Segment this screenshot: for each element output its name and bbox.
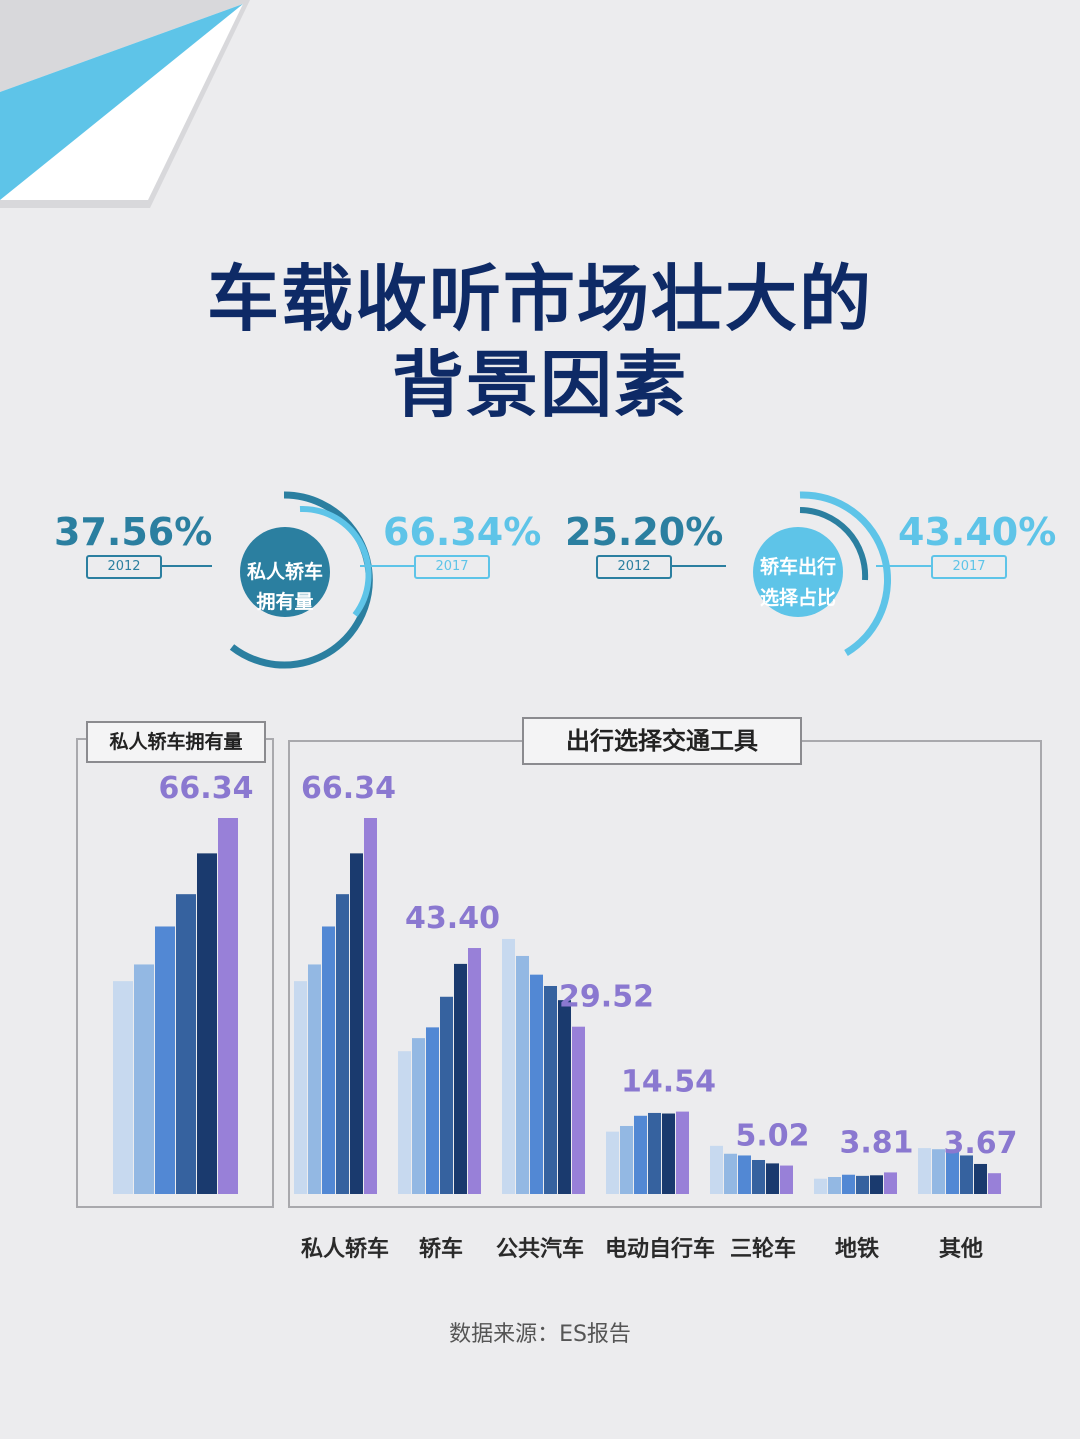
kpi-ring-chart — [229, 491, 373, 669]
category-label: 轿车 — [418, 1237, 463, 1262]
data-source: 数据来源：ES报告 — [449, 1322, 631, 1347]
right-chart-title: 出行选择交通工具 — [522, 717, 802, 765]
bar-right-0-5 — [364, 818, 377, 1194]
category-label: 电动自行车 — [604, 1237, 715, 1262]
kpi-label-line1: 轿车出行 — [759, 556, 836, 578]
data-label-right-6: 3.67 — [943, 1126, 1017, 1161]
bar-right-4-5 — [780, 1165, 793, 1194]
category-label: 三轮车 — [729, 1237, 796, 1262]
data-label-right-5: 3.81 — [839, 1125, 913, 1160]
bar-right-4-4 — [766, 1163, 779, 1194]
data-label-left-0: 66.34 — [159, 771, 254, 806]
kpi-end-year: 2017 — [931, 555, 1007, 579]
kpi-start-value: 25.20% — [565, 510, 724, 554]
left-chart-title: 私人轿车拥有量 — [86, 721, 266, 763]
bar-right-5-2 — [842, 1174, 855, 1194]
bar-right-5-1 — [828, 1176, 841, 1194]
bar-right-0-1 — [308, 964, 321, 1194]
data-label-right-0: 66.34 — [301, 771, 396, 806]
bar-right-5-5 — [884, 1172, 897, 1194]
kpi-start-value: 37.56% — [54, 510, 213, 554]
bar-left-0-4 — [197, 853, 217, 1194]
bar-right-0-2 — [322, 926, 335, 1194]
bar-right-0-4 — [350, 853, 363, 1194]
category-label: 其他 — [938, 1237, 983, 1262]
bar-left-0-3 — [176, 894, 196, 1194]
kpi-ring-chart — [753, 491, 892, 657]
bar-right-6-3 — [960, 1155, 973, 1194]
bar-right-3-2 — [634, 1115, 647, 1194]
bar-right-2-4 — [558, 1000, 571, 1194]
kpi-label-line1: 私人轿车 — [246, 561, 323, 583]
kpi-label-line2: 拥有量 — [256, 591, 314, 613]
bar-right-3-0 — [606, 1131, 619, 1194]
bar-left-0-2 — [155, 926, 175, 1194]
bar-right-6-5 — [988, 1173, 1001, 1194]
bar-right-6-4 — [974, 1163, 987, 1194]
bar-right-0-3 — [336, 894, 349, 1194]
page-title-line2: 背景因素 — [391, 343, 688, 427]
kpi-start-connector — [670, 565, 726, 567]
kpi-label-line2: 选择占比 — [759, 587, 836, 609]
bar-right-3-4 — [662, 1113, 675, 1194]
bar-right-5-3 — [856, 1175, 869, 1194]
page-title-line1: 车载收听市场壮大的 — [206, 257, 873, 341]
bar-right-2-5 — [572, 1026, 585, 1194]
bar-right-6-2 — [946, 1149, 959, 1194]
bar-left-0-0 — [113, 981, 133, 1194]
bar-right-3-1 — [620, 1125, 633, 1194]
category-label: 私人轿车 — [300, 1237, 389, 1262]
bar-right-1-4 — [454, 963, 467, 1194]
corner-decoration — [0, 0, 250, 208]
bar-right-6-1 — [932, 1149, 945, 1194]
bar-right-4-0 — [710, 1145, 723, 1194]
bar-right-2-1 — [516, 955, 529, 1194]
kpi-start-year: 2012 — [596, 555, 672, 579]
bar-right-3-3 — [648, 1112, 661, 1194]
kpi-end-value: 66.34% — [383, 510, 542, 554]
bar-left-0-5 — [218, 818, 238, 1194]
bar-right-4-2 — [738, 1155, 751, 1194]
data-label-right-2: 29.52 — [559, 980, 654, 1015]
bar-right-1-3 — [440, 996, 453, 1194]
bar-right-3-5 — [676, 1111, 689, 1194]
kpi-start-connector — [160, 565, 212, 567]
data-label-right-4: 5.02 — [735, 1119, 809, 1154]
data-label-right-1: 43.40 — [405, 901, 500, 936]
bar-right-1-2 — [426, 1027, 439, 1194]
bar-right-1-1 — [412, 1038, 425, 1194]
kpi-start-year: 2012 — [86, 555, 162, 579]
category-label: 地铁 — [834, 1237, 879, 1262]
bar-right-2-3 — [544, 985, 557, 1194]
bar-right-2-0 — [502, 938, 515, 1194]
kpi-end-year: 2017 — [414, 555, 490, 579]
category-label: 公共汽车 — [495, 1237, 584, 1262]
bar-left-0-1 — [134, 964, 154, 1194]
bar-right-2-2 — [530, 974, 543, 1194]
bar-right-1-5 — [468, 948, 481, 1194]
bar-right-1-0 — [398, 1051, 411, 1194]
kpi-end-connector — [360, 565, 414, 567]
bar-right-6-0 — [918, 1148, 931, 1194]
bar-right-5-4 — [870, 1175, 883, 1194]
bar-right-4-3 — [752, 1159, 765, 1194]
bar-right-0-0 — [294, 981, 307, 1194]
kpi-end-connector — [876, 565, 932, 567]
bar-right-5-0 — [814, 1178, 827, 1194]
kpi-end-value: 43.40% — [898, 510, 1057, 554]
bar-right-4-1 — [724, 1153, 737, 1194]
data-label-right-3: 14.54 — [621, 1065, 716, 1100]
